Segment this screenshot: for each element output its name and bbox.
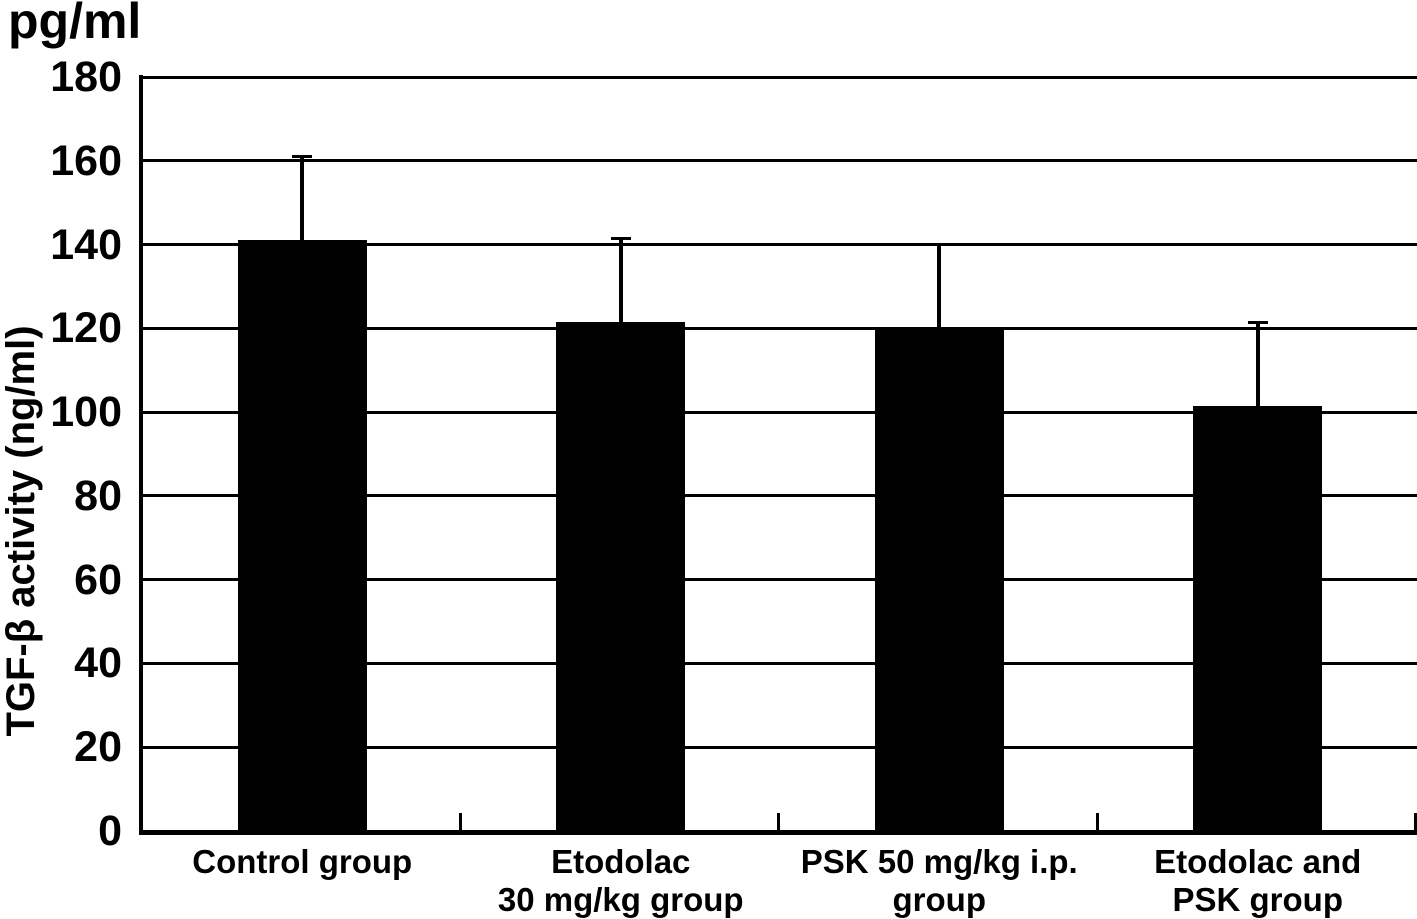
x-axis-line — [139, 830, 1417, 835]
error-bar-cap-2 — [610, 236, 631, 240]
y-tick-label-100: 100 — [50, 388, 122, 437]
error-bar-line-2 — [618, 238, 623, 323]
category-boundary-tick — [1414, 813, 1417, 831]
y-tick-label-60: 60 — [74, 555, 122, 604]
x-category-label-3: PSK 50 mg/kg i.p. group — [800, 843, 1078, 918]
gridline-180 — [143, 75, 1417, 79]
error-bar-line-4 — [1255, 322, 1260, 406]
y-tick-label-160: 160 — [50, 136, 122, 185]
error-bar-cap-1 — [292, 155, 313, 159]
gridline-80 — [143, 494, 1417, 498]
gridline-20 — [143, 745, 1417, 749]
y-axis-line — [139, 75, 143, 835]
y-tick-label-0: 0 — [98, 807, 122, 855]
bar-1 — [237, 240, 367, 831]
x-category-label-1: Control group — [192, 843, 413, 880]
error-bar-line-3 — [937, 244, 942, 329]
gridline-160 — [143, 159, 1417, 163]
y-tick-label-120: 120 — [50, 304, 122, 353]
x-category-label-2: Etodolac 30 mg/kg group — [497, 843, 744, 918]
bar-2 — [556, 322, 686, 831]
bar-3 — [874, 328, 1004, 831]
unit-label: pg/ml — [8, 0, 142, 49]
category-boundary-tick — [1095, 813, 1099, 831]
error-bar-cap-4 — [1247, 320, 1268, 324]
category-boundary-tick — [777, 813, 780, 831]
error-bar-cap-3 — [929, 243, 950, 247]
x-category-label-4: Etodolac and PSK group — [1154, 843, 1362, 918]
gridline-40 — [143, 661, 1417, 665]
y-tick-label-40: 40 — [74, 639, 122, 688]
category-boundary-tick — [458, 813, 462, 831]
y-tick-label-80: 80 — [74, 471, 122, 520]
gridline-140 — [143, 243, 1417, 247]
gridline-100 — [143, 410, 1417, 414]
y-tick-label-180: 180 — [50, 53, 122, 101]
y-tick-label-140: 140 — [50, 220, 122, 269]
error-bar-line-1 — [300, 156, 305, 241]
y-tick-label-20: 20 — [74, 723, 122, 772]
gridline-120 — [143, 326, 1417, 330]
gridline-60 — [143, 578, 1417, 582]
bar-4 — [1193, 405, 1323, 831]
